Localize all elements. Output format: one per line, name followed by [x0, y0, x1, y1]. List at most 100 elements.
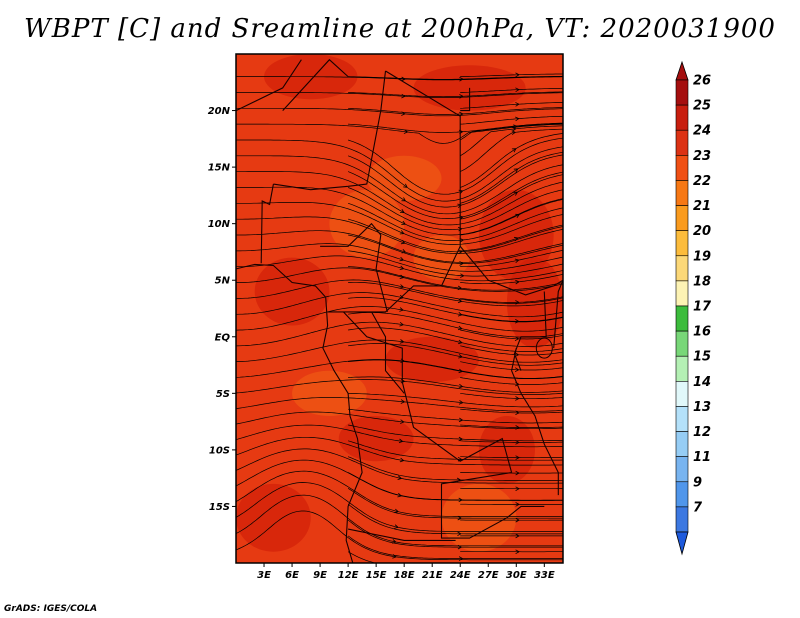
streamline [348, 107, 563, 115]
streamline-arrow [399, 208, 405, 214]
streamline [460, 313, 563, 322]
streamline-arrow [399, 321, 404, 327]
temperature-patch [254, 257, 330, 326]
colorbar-label: 7 [693, 500, 703, 515]
streamline [236, 436, 563, 466]
streamline [236, 306, 563, 332]
streamline-arrow [459, 94, 464, 99]
streamline [236, 292, 563, 318]
colorbar-swatch [675, 456, 689, 483]
streamline [236, 279, 563, 304]
colorbar-label: 26 [693, 74, 711, 89]
streamline [236, 202, 563, 245]
streamline-arrow [403, 183, 408, 188]
streamline-arrow [458, 436, 463, 442]
lat-label: 15N [208, 163, 231, 174]
streamline-arrow [397, 475, 402, 480]
country-border [385, 70, 563, 296]
streamline [460, 115, 563, 125]
streamline-arrow [515, 549, 520, 555]
colorbar-swatch [675, 205, 689, 231]
streamline-arrow [457, 325, 463, 331]
streamline [236, 321, 563, 347]
temperature-patch [329, 189, 405, 258]
streamline [460, 73, 563, 77]
temperature-patch [478, 189, 554, 281]
streamline [460, 296, 563, 303]
streamline-arrow [459, 261, 464, 266]
streamline [348, 392, 563, 408]
streamline-arrow [515, 72, 520, 78]
country-border [511, 347, 559, 496]
colorbar-swatch [675, 280, 689, 307]
streamline-arrow [458, 354, 463, 359]
streamline [347, 171, 563, 219]
streamline-arrow [399, 339, 404, 344]
lon-label: 9E [313, 570, 327, 581]
streamline-arrow [515, 102, 520, 107]
streamline [236, 448, 563, 484]
streamline [236, 424, 563, 448]
country-border [320, 222, 388, 313]
streamline [236, 155, 563, 215]
streamline [460, 424, 563, 428]
temperature-patch [292, 370, 367, 416]
colorbar-label: 12 [693, 425, 711, 440]
streamline-arrow [511, 148, 517, 153]
streamline-arrow [515, 410, 520, 416]
lon-label: 12E [338, 570, 359, 581]
streamline [460, 133, 563, 188]
streamline-arrow [515, 470, 520, 476]
colorbar-swatch [675, 180, 689, 206]
streamline-arrow [401, 220, 406, 225]
streamline-arrow [515, 116, 520, 122]
streamline [236, 186, 563, 236]
streamline [236, 267, 563, 292]
temperature-patch [236, 483, 311, 552]
streamline [460, 151, 563, 204]
country-borders [236, 58, 563, 563]
colorbar-top-arrow [675, 60, 689, 81]
lon-label: 21E [422, 570, 443, 581]
streamline-arrow [399, 307, 404, 312]
colorbar-swatch [675, 506, 689, 533]
country-border [236, 263, 363, 563]
streamline-arrow [457, 531, 462, 537]
streamline [348, 75, 563, 80]
streamline [348, 440, 563, 461]
lon-label: 33E [534, 570, 555, 581]
streamline [347, 154, 563, 208]
streamline [236, 494, 563, 547]
lat-label: 10S [209, 445, 230, 456]
colorbar-label: 17 [693, 300, 712, 315]
streamline [236, 171, 563, 226]
colorbar-swatch [675, 155, 689, 181]
streamline-arrow [458, 556, 463, 561]
streamline-arrow [515, 425, 520, 430]
lon-label: 15E [366, 570, 387, 581]
streamline [460, 199, 563, 236]
streamline-arrow [457, 285, 462, 291]
streamline [347, 472, 563, 501]
country-border [460, 87, 471, 112]
streamline-arrow [458, 383, 463, 389]
grads-credit: GrADS: IGES/COLA [4, 604, 98, 614]
colorbar-label: 21 [693, 199, 711, 214]
streamline [236, 411, 563, 430]
temperature-patch [413, 234, 470, 281]
streamline [460, 123, 563, 141]
streamline [236, 255, 563, 282]
streamline-arrow [511, 130, 516, 135]
streamline [460, 224, 563, 252]
streamline [460, 408, 563, 414]
streamline-arrow [457, 298, 462, 304]
lon-label: 6E [285, 570, 299, 581]
colorbar-label: 9 [693, 475, 702, 490]
streamline [347, 202, 563, 241]
colorbar-swatch [675, 355, 689, 382]
country-border [236, 59, 302, 112]
country-border [260, 183, 274, 264]
streamline-arrow [460, 273, 465, 278]
country-border [513, 291, 547, 371]
